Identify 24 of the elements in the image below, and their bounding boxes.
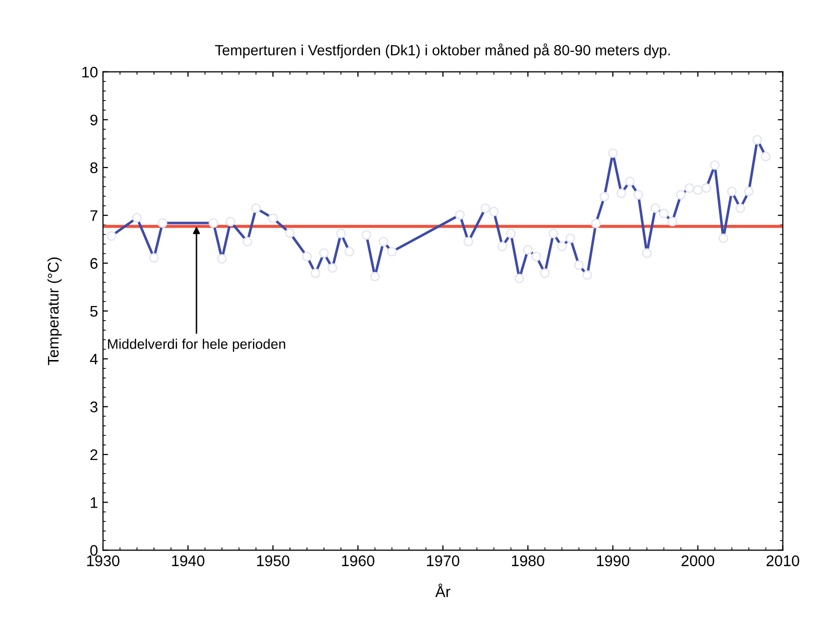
y-tick-label: 5 — [90, 306, 98, 317]
x-tick-label: 1960 — [342, 555, 374, 566]
y-tick-label: 8 — [90, 162, 98, 174]
x-tick-label: 1980 — [512, 555, 544, 566]
y-tick-label: 0 — [90, 545, 98, 556]
x-tick-label: 1970 — [427, 555, 460, 566]
y-tick-label: 6 — [90, 258, 98, 269]
y-tick-label: 1 — [90, 497, 98, 508]
y-tick-label: 4 — [90, 354, 98, 364]
x-axis-title: År — [435, 584, 450, 597]
x-tick-label: 2010 — [766, 555, 800, 566]
x-tick-label: 1990 — [597, 555, 630, 566]
x-tick-label: 1950 — [257, 555, 290, 566]
y-tick-label: 3 — [90, 402, 98, 412]
y-axis-title: Temperatur (°C) — [47, 258, 62, 366]
y-tick-label: 7 — [90, 210, 98, 221]
y-tick-label: 2 — [90, 449, 98, 460]
annotation: Middelverdi for hele perioden — [108, 338, 286, 352]
chart-title: Temperturen i Vestfjorden (Dk1) i oktober måned på 80-90 meters dyp. — [215, 43, 670, 58]
y-tick-label: 9 — [90, 114, 98, 126]
x-tick-label: 1930 — [87, 555, 120, 566]
y-tick-label: 10 — [82, 66, 98, 78]
x-tick-label: 2000 — [682, 555, 714, 566]
x-tick-label: 1940 — [172, 555, 204, 566]
